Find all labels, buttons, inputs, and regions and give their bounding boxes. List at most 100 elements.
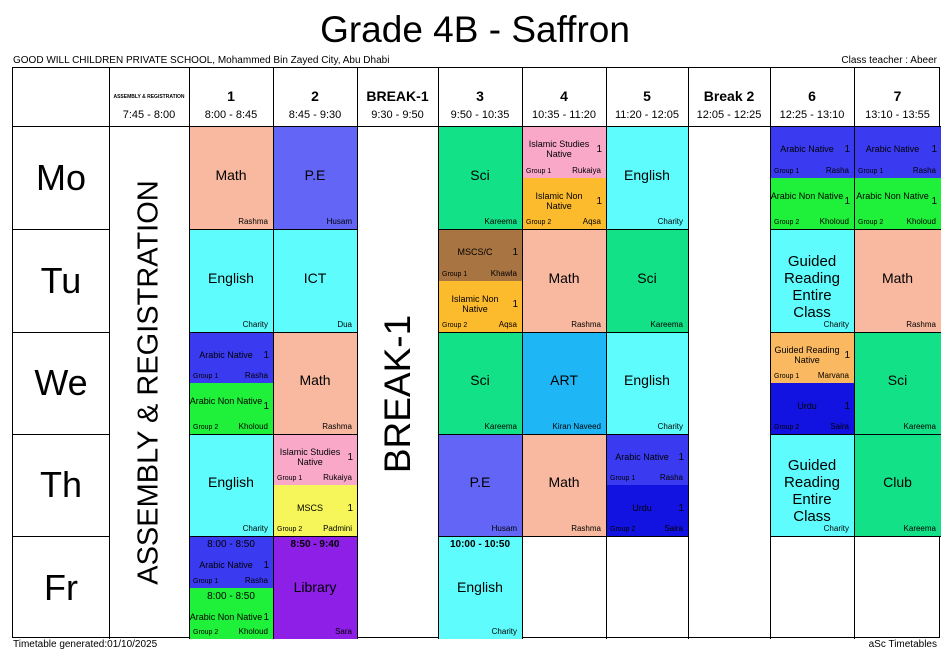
lesson-cell[interactable]: Arabic Native 1 Group 1 Rasha	[189, 332, 273, 383]
lesson-cell[interactable]: Arabic Native 1 Group 1 Rasha	[770, 126, 854, 178]
lesson-teacher: Charity	[657, 217, 683, 226]
lesson-teacher: Kholoud	[238, 422, 268, 431]
lesson-cell[interactable]: Islamic Non Native 1 Group 2 Aqsa	[522, 178, 606, 229]
day-label-fr: Fr	[44, 566, 78, 608]
grid-line	[438, 228, 688, 230]
lesson-count: 1	[512, 298, 518, 310]
period-time-p1: 8:00 - 8:45	[204, 109, 258, 121]
lesson-cell[interactable]: Math Rashma	[522, 229, 606, 332]
lesson-cell[interactable]: Sci Kareema	[854, 332, 941, 434]
lesson-subject: Arabic Non Native	[770, 190, 844, 201]
lesson-cell[interactable]: 8:00 - 8:50 Arabic Non Native 1 Group 2 Khol…	[189, 588, 273, 639]
lesson-cell[interactable]: Urdu 1 Group 2 Saira	[770, 383, 854, 434]
lesson-subject: Arabic Non Native	[189, 612, 263, 622]
lesson-cell[interactable]: MSCS/C 1 Group 1 Khawla	[438, 229, 522, 281]
lesson-cell[interactable]: ICT Dua	[273, 229, 357, 332]
lesson-cell[interactable]: Urdu 1 Group 2 Saira	[606, 485, 688, 536]
lesson-cell[interactable]: Sci Kareema	[438, 332, 522, 434]
lesson-cell[interactable]: Arabic Non Native 1 Group 2 Kholoud	[189, 383, 273, 434]
lesson-cell[interactable]: MSCS 1 Group 2 Padmini	[273, 485, 357, 536]
lesson-cell[interactable]: English Charity	[189, 229, 273, 332]
lesson-group: Group 2	[193, 424, 219, 431]
period-header-break1: BREAK-1	[366, 88, 429, 104]
lesson-subject: Sci	[470, 372, 490, 389]
lesson-cell[interactable]: Math Rashma	[189, 126, 273, 229]
grid-line	[13, 125, 941, 127]
day-label-tu: Tu	[40, 259, 82, 301]
lesson-teacher: Rukaiya	[572, 166, 601, 175]
lesson-cell[interactable]: Math Rashma	[273, 332, 357, 434]
lesson-subject: Islamic Non Native	[451, 293, 499, 314]
lesson-cell[interactable]: Sci Kareema	[438, 126, 522, 229]
period-header-assembly: ASSEMBLY & REGISTRATION	[113, 94, 185, 100]
period-time-p4: 10:35 - 11:20	[531, 109, 596, 121]
lesson-teacher: Rashma	[906, 320, 936, 329]
lesson-subject: P.E	[304, 166, 326, 183]
lesson-teacher: Rashma	[238, 217, 268, 226]
grid-line	[438, 535, 688, 537]
lesson-subject: Arabic Native	[199, 349, 253, 360]
lesson-cell[interactable]: Islamic Non Native 1 Group 2 Aqsa	[438, 281, 522, 332]
lesson-count: 1	[596, 195, 602, 207]
lesson-group: Group 2	[858, 219, 884, 226]
day-label-we: We	[34, 362, 88, 403]
lesson-cell[interactable]: Arabic Non Native 1 Group 2 Kholoud	[854, 178, 941, 229]
lesson-subject: Math	[299, 372, 331, 389]
lesson-teacher: Sara	[335, 627, 352, 636]
lesson-group: Group 2	[774, 424, 800, 431]
lesson-cell[interactable]: 10:00 - 10:50 English Charity	[438, 536, 522, 639]
day-label-mo: Mo	[35, 156, 86, 198]
lesson-count: 1	[347, 502, 353, 514]
lesson-cell[interactable]: Math Rashma	[854, 229, 941, 332]
lesson-cell[interactable]: ART Kiran Naveed	[522, 332, 606, 434]
lesson-cell[interactable]: Islamic Studies Native 1 Group 1 Rukaiya	[273, 434, 357, 485]
grid-line	[769, 68, 771, 639]
lesson-cell[interactable]: Sci Kareema	[606, 229, 688, 332]
lesson-teacher: Kholoud	[238, 627, 268, 636]
lesson-subject: Arabic Non Native	[856, 190, 929, 201]
lesson-cell[interactable]: Arabic Non Native 1 Group 2 Kholoud	[770, 178, 854, 229]
lesson-count: 1	[347, 451, 353, 463]
lesson-teacher: Rasha	[244, 576, 268, 585]
lesson-cell[interactable]: Guided Reading Native 1 Group 1 Marvana	[770, 332, 854, 383]
lesson-teacher: Charity	[657, 422, 683, 431]
lesson-cell[interactable]: English Charity	[606, 332, 688, 434]
lesson-teacher: Kholoud	[906, 217, 936, 226]
period-time-p7: 13:10 - 13:55	[865, 109, 930, 121]
lesson-cell[interactable]: 8:50 - 9:40 Library Sara	[273, 536, 357, 639]
period-time-break1: 9:30 - 9:50	[371, 109, 424, 121]
lesson-count: 1	[844, 400, 850, 412]
period-header-break2: Break 2	[703, 88, 755, 104]
lesson-cell[interactable]: P.E Husam	[273, 126, 357, 229]
lesson-time: 10:00 - 10:50	[449, 539, 511, 550]
grid-line	[13, 433, 109, 435]
lesson-time: 8:00 - 8:50	[207, 539, 255, 550]
lesson-subject: Sci	[637, 269, 657, 286]
lesson-cell[interactable]: Math Rashma	[522, 434, 606, 536]
lesson-subject: English	[624, 372, 670, 389]
lesson-group: Group 1	[193, 373, 219, 380]
lesson-cell[interactable]: Islamic Studies Native 1 Group 1 Rukaiya	[522, 126, 606, 178]
lesson-group: Group 1	[442, 271, 468, 278]
grid-line	[521, 68, 523, 639]
lesson-teacher: Rashma	[571, 320, 601, 329]
lesson-group: Group 1	[774, 373, 800, 380]
grid-line	[356, 68, 358, 639]
lesson-cell[interactable]: Guided Reading Entire Class Charity	[770, 229, 854, 332]
lesson-cell[interactable]: English Charity	[189, 434, 273, 536]
lesson-cell[interactable]: English Charity	[606, 126, 688, 229]
grid-line	[853, 68, 855, 639]
lesson-subject: Islamic Non Native	[535, 190, 583, 211]
lesson-cell[interactable]: Club Kareema	[854, 434, 941, 536]
lesson-cell[interactable]: 8:00 - 8:50 Arabic Native 1 Group 1 Rasha	[189, 536, 273, 588]
lesson-cell[interactable]: P.E Husam	[438, 434, 522, 536]
lesson-teacher: Rasha	[912, 166, 936, 175]
lesson-cell[interactable]: Guided Reading Entire Class Charity	[770, 434, 854, 536]
lesson-teacher: Charity	[491, 627, 517, 636]
lesson-cell[interactable]: Arabic Native 1 Group 1 Rasha	[606, 434, 688, 485]
lesson-teacher: Kareema	[903, 422, 936, 431]
lesson-cell[interactable]: Arabic Native 1 Group 1 Rasha	[854, 126, 941, 178]
period-time-break2: 12:05 - 12:25	[696, 109, 762, 121]
grid-line	[13, 228, 109, 230]
period-header-p5: 5	[643, 88, 651, 104]
